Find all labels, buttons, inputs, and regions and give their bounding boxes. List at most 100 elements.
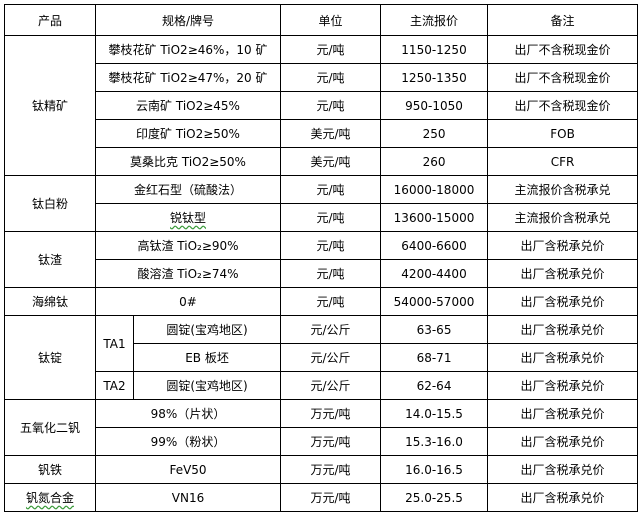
table-row: EB 板坯 元/公斤 68-71 出厂含税承兑价 — [5, 343, 639, 372]
price-cell: 6400-6600 — [380, 231, 489, 260]
table-row: 海绵钛 0# 元/吨 54000-57000 出厂含税承兑价 — [4, 287, 639, 316]
unit-cell: 元/吨 — [280, 35, 382, 64]
unit-cell: 元/吨 — [280, 91, 382, 120]
unit-cell: 元/公斤 — [280, 371, 382, 400]
spec-cell: 0# — [94, 287, 282, 316]
grade-cell: TA2 — [95, 371, 134, 400]
product-cell: 钛白粉 — [4, 175, 96, 232]
table-row: 钛锭 TA1 圆锭(宝鸡地区) 元/公斤 63-65 出厂含税承兑价 — [4, 315, 639, 400]
table-row: 钛渣 高钛渣 TiO₂≥90% 元/吨 6400-6600 出厂含税承兑价 — [4, 231, 639, 288]
price-cell: 25.0-25.5 — [380, 483, 489, 512]
price-cell: 15.3-16.0 — [380, 427, 489, 456]
unit-cell: 万元/吨 — [280, 399, 382, 428]
spec-cell: FeV50 — [94, 455, 282, 484]
table-row: 云南矿 TiO2≥45% 元/吨 950-1050 出厂不含税现金价 — [5, 91, 639, 120]
product-cell: 钛锭 — [4, 315, 96, 400]
product-cell: 海绵钛 — [4, 287, 96, 316]
price-cell: 14.0-15.5 — [380, 399, 489, 428]
grade-cell: TA1 — [95, 315, 134, 372]
note-cell: CFR — [487, 147, 639, 176]
spec-cell: 圆锭(宝鸡地区) — [132, 315, 282, 344]
product-cell: 钛渣 — [4, 231, 96, 288]
unit-cell: 元/吨 — [280, 203, 382, 232]
spec-cell: VN16 — [94, 483, 282, 512]
note-cell: 出厂含税承兑价 — [487, 399, 639, 428]
table-row: 钛白粉 金红石型（硫酸法） 元/吨 16000-18000 主流报价含税承兑 — [4, 175, 639, 232]
spec-cell: 99%（粉状） — [94, 427, 282, 456]
note-cell: FOB — [487, 119, 639, 148]
unit-cell: 元/吨 — [280, 231, 382, 260]
spec-cell: 高钛渣 TiO₂≥90% — [94, 231, 282, 260]
table-row: 印度矿 TiO2≥50% 美元/吨 250 FOB — [5, 119, 639, 148]
unit-cell: 万元/吨 — [280, 483, 382, 512]
spec-cell: 金红石型（硫酸法） — [94, 175, 282, 204]
table-row: 酸溶渣 TiO₂≥74% 元/吨 4200-4400 出厂含税承兑价 — [5, 259, 639, 288]
header-price: 主流报价 — [380, 4, 489, 36]
price-cell: 13600-15000 — [380, 203, 489, 232]
product-cell: 钒氮合金 — [4, 483, 96, 512]
header-row: 产品 规格/牌号 单位 主流报价 备注 — [4, 4, 639, 36]
table-row: 锐钛型 元/吨 13600-15000 主流报价含税承兑 — [5, 203, 639, 232]
unit-cell: 元/吨 — [280, 175, 382, 204]
price-table: 产品 规格/牌号 单位 主流报价 备注 钛精矿 攀枝花矿 TiO2≥46%，10 … — [4, 4, 639, 512]
note-cell: 出厂含税承兑价 — [487, 427, 639, 456]
table-row: 钒铁 FeV50 万元/吨 16.0-16.5 出厂含税承兑价 — [4, 455, 639, 484]
note-cell: 主流报价含税承兑 — [487, 203, 639, 232]
table-row: 99%（粉状） 万元/吨 15.3-16.0 出厂含税承兑价 — [5, 427, 639, 456]
price-cell: 250 — [380, 119, 489, 148]
product-cell: 五氧化二钒 — [4, 399, 96, 456]
note-cell: 出厂含税承兑价 — [487, 483, 639, 512]
note-cell: 出厂含税承兑价 — [487, 231, 639, 260]
unit-cell: 元/吨 — [280, 259, 382, 288]
note-cell: 出厂含税承兑价 — [487, 371, 639, 400]
product-cell: 钛精矿 — [4, 35, 96, 176]
table-row: 钛精矿 攀枝花矿 TiO2≥46%，10 矿元/吨 1150-1250 出厂不含税现金… — [4, 35, 639, 176]
table-row: 莫桑比克 TiO2≥50% 美元/吨 260 CFR — [5, 147, 639, 176]
header-note: 备注 — [487, 4, 639, 36]
spec-cell: 云南矿 TiO2≥45% — [94, 91, 282, 120]
price-cell: 1250-1350 — [380, 63, 489, 92]
price-cell: 1150-1250 — [380, 35, 489, 64]
spec-cell: 圆锭(宝鸡地区) — [132, 371, 282, 400]
note-cell: 主流报价含税承兑 — [487, 175, 639, 204]
unit-cell: 万元/吨 — [280, 427, 382, 456]
spec-cell: EB 板坯 — [132, 343, 282, 372]
table-row: TA2 圆锭(宝鸡地区) 元/公斤 62-64 出厂含税承兑价 — [5, 371, 639, 400]
price-cell: 950-1050 — [380, 91, 489, 120]
note-cell: 出厂不含税现金价 — [487, 63, 639, 92]
spec-cell: 攀枝花矿 TiO2≥46%，10 矿 — [94, 35, 282, 64]
spec-cell: 莫桑比克 TiO2≥50% — [94, 147, 282, 176]
note-cell: 出厂不含税现金价 — [487, 35, 639, 64]
table-row: 攀枝花矿 TiO2≥47%，20 矿元/吨 1250-1350 出厂不含税现金价 — [5, 63, 639, 92]
price-cell: 260 — [380, 147, 489, 176]
unit-cell: 万元/吨 — [280, 455, 382, 484]
unit-cell: 美元/吨 — [280, 147, 382, 176]
note-cell: 出厂含税承兑价 — [487, 455, 639, 484]
price-cell: 54000-57000 — [380, 287, 489, 316]
header-spec: 规格/牌号 — [94, 4, 282, 36]
unit-cell: 元/吨 — [280, 63, 382, 92]
header-product: 产品 — [4, 4, 96, 36]
product-cell: 钒铁 — [4, 455, 96, 484]
header-unit: 单位 — [280, 4, 382, 36]
unit-cell: 元/吨 — [280, 287, 382, 316]
note-cell: 出厂不含税现金价 — [487, 91, 639, 120]
price-cell: 63-65 — [380, 315, 489, 344]
table-row: 五氧化二钒 98%（片状） 万元/吨 14.0-15.5 出厂含税承兑价 — [4, 399, 639, 456]
note-cell: 出厂含税承兑价 — [487, 259, 639, 288]
unit-cell: 元/公斤 — [280, 343, 382, 372]
unit-cell: 美元/吨 — [280, 119, 382, 148]
note-cell: 出厂含税承兑价 — [487, 287, 639, 316]
price-cell: 62-64 — [380, 371, 489, 400]
price-cell: 16.0-16.5 — [380, 455, 489, 484]
price-cell: 4200-4400 — [380, 259, 489, 288]
price-cell: 16000-18000 — [380, 175, 489, 204]
spec-cell: 攀枝花矿 TiO2≥47%，20 矿 — [94, 63, 282, 92]
table-row: 钒氮合金 VN16 万元/吨 25.0-25.5 出厂含税承兑价 — [4, 483, 639, 512]
unit-cell: 元/公斤 — [280, 315, 382, 344]
spec-cell: 印度矿 TiO2≥50% — [94, 119, 282, 148]
price-cell: 68-71 — [380, 343, 489, 372]
note-cell: 出厂含税承兑价 — [487, 343, 639, 372]
spec-cell: 98%（片状） — [94, 399, 282, 428]
note-cell: 出厂含税承兑价 — [487, 315, 639, 344]
